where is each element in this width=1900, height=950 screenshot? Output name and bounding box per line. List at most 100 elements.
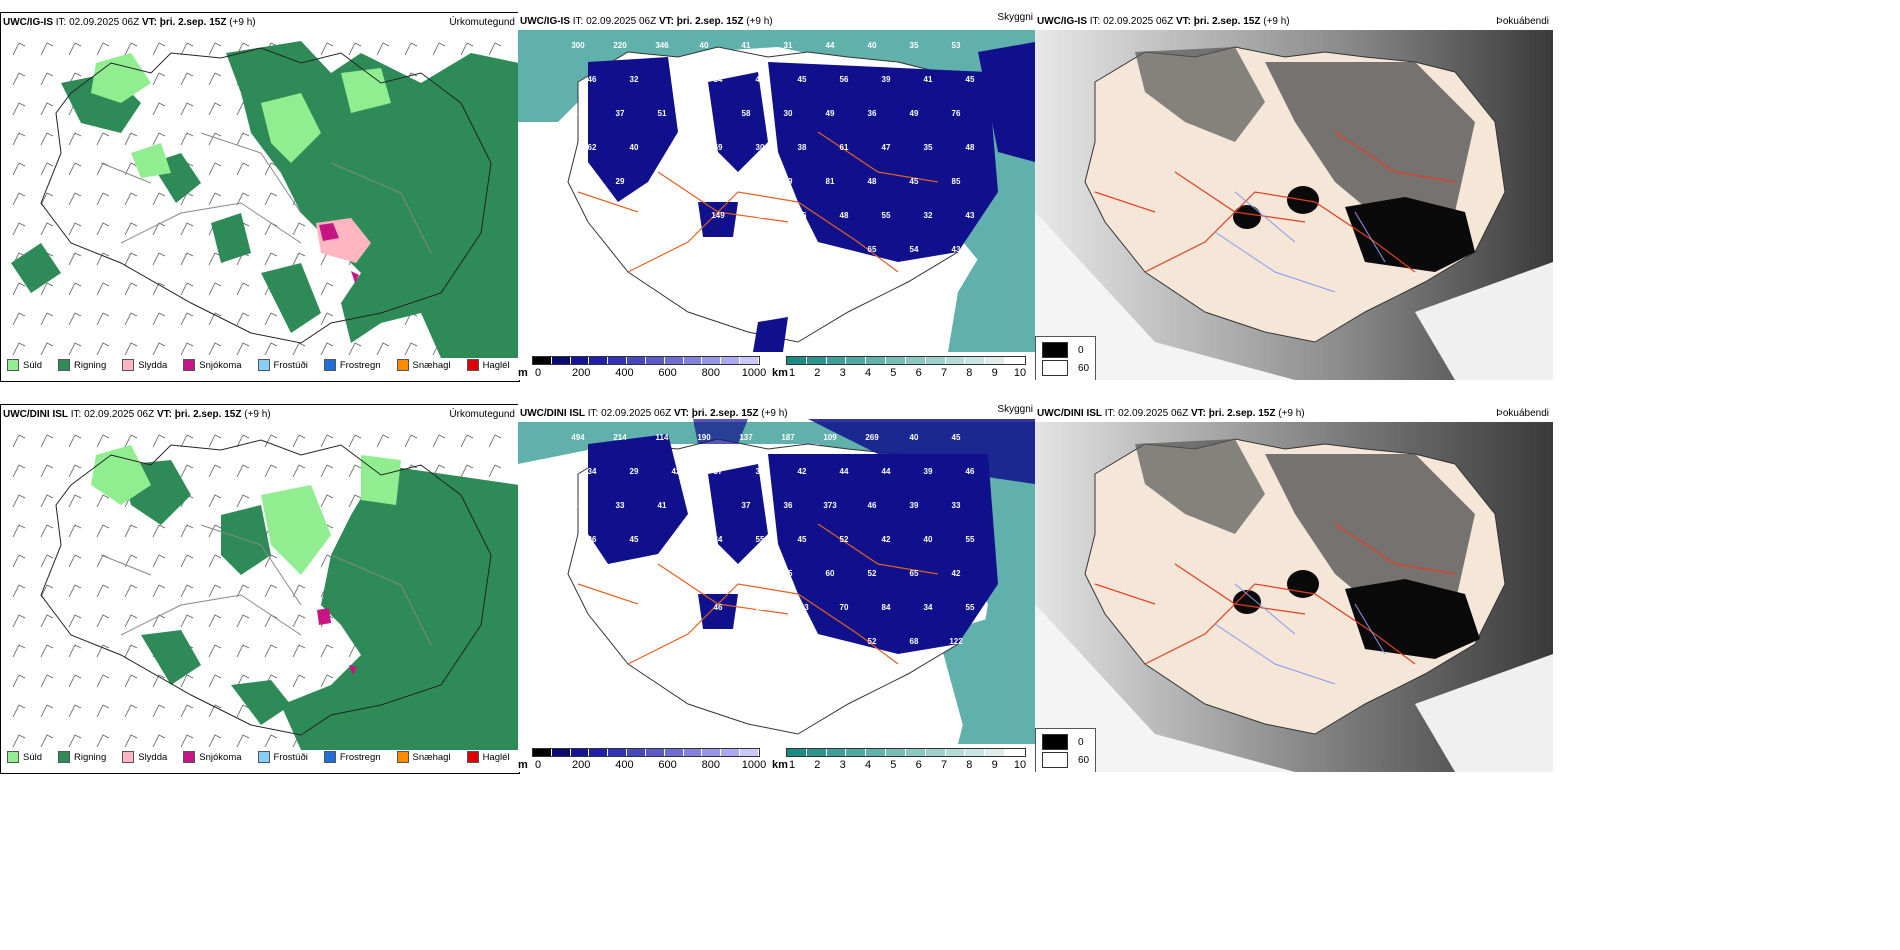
colorbar-segment	[965, 357, 986, 364]
vt-label: VT:	[156, 409, 172, 420]
cloud-base-label: 48	[966, 143, 975, 152]
colorbar-segment	[945, 749, 966, 756]
wind-barb	[320, 464, 334, 478]
cloud-base-label: 59	[784, 177, 793, 186]
wind-barb	[68, 434, 82, 448]
cloud-base-label: 37	[658, 245, 667, 254]
colorbar-tick: 200	[572, 759, 591, 771]
wind-barb	[96, 162, 110, 176]
cloud-base-label: 45	[966, 75, 975, 84]
header: UWC/DINI ISL IT: 02.09.2025 06Z VT: þri.…	[1037, 408, 1305, 419]
wind-barb	[40, 162, 54, 176]
wind-barb	[432, 434, 446, 448]
colorbar-segment	[905, 357, 926, 364]
wind-barb	[208, 162, 222, 176]
wind-barb	[180, 524, 194, 538]
cloud-base-label: 122	[949, 637, 963, 646]
cloud-base-label: 47	[658, 637, 667, 646]
wind-barb	[68, 464, 82, 478]
lead-time: (+9 h)	[1278, 408, 1305, 419]
wind-barb	[180, 282, 194, 296]
cloud-base-label: 41	[742, 41, 751, 50]
wind-barb	[124, 644, 138, 658]
cloud-base-label: 149	[711, 211, 725, 220]
colorbar-tick: 0	[534, 759, 542, 771]
wind-barb	[152, 434, 166, 448]
wind-barb	[68, 524, 82, 538]
wind-barb	[124, 192, 138, 206]
wind-barb	[68, 674, 82, 688]
legend-label: Snjókoma	[199, 359, 242, 371]
wind-barb	[264, 342, 278, 356]
cloud-labels: 300 220 346 40 41 31 44 40 35 53 46 32 43 34 46 45 56 39 4…	[571, 41, 975, 288]
roads	[1094, 131, 1456, 273]
model-name: UWC/DINI ISL	[3, 409, 68, 420]
colorbar-segment	[664, 749, 684, 756]
cloud-base-label: 44	[840, 467, 849, 476]
wind-barb	[68, 342, 82, 356]
cloud-base-label: 109	[823, 433, 837, 442]
fog-legend-label: 0	[1078, 344, 1084, 356]
legend-item: Snæhagl	[396, 751, 451, 763]
cloud-base-label: 46	[868, 501, 877, 510]
legend-label: Snæhagl	[412, 359, 451, 371]
wind-barb	[96, 734, 110, 748]
wind-barb	[12, 132, 26, 146]
colorbar-segment	[608, 749, 628, 756]
fog-legend-row: 60	[1042, 751, 1089, 769]
wind-barb	[68, 584, 82, 598]
wind-barb	[12, 102, 26, 116]
wind-barb	[264, 252, 278, 266]
fog-map-top	[1035, 30, 1553, 380]
cloud-base-label: 49	[826, 109, 835, 118]
legend-swatch	[58, 751, 71, 763]
legend-label: Frostregn	[339, 359, 381, 371]
wind-barb	[12, 554, 26, 568]
wind-barb	[40, 674, 54, 688]
wind-barb	[152, 132, 166, 146]
wind-barb	[292, 222, 306, 236]
wind-barb	[264, 434, 278, 448]
cloud-base-label: 55	[588, 603, 597, 612]
cloud-base-label: 284	[795, 279, 809, 288]
cloud-base-label: 120	[711, 671, 725, 680]
wind-barb	[152, 734, 166, 748]
legend-item: Rigning	[58, 751, 106, 763]
it-value: 02.09.2025 06Z	[84, 409, 155, 420]
colorbar-segment	[886, 749, 906, 756]
legend-label: Haglél	[482, 751, 510, 763]
header: UWC/DINI ISL IT: 02.09.2025 06Z VT: þri.…	[3, 409, 271, 420]
cloud-base-label: 277	[669, 671, 683, 680]
wind-barb	[96, 704, 110, 718]
legend-item: Snjókoma	[183, 359, 242, 371]
cloud-base-label: 40	[630, 143, 639, 152]
model-name: UWC/DINI ISL	[520, 408, 585, 419]
colorbar-tick: 10	[1013, 367, 1027, 379]
wind-barb	[180, 42, 194, 56]
colorbar-tick: 9	[991, 759, 998, 771]
colorbar-segment	[570, 357, 590, 364]
colorbar-tick: 1000	[741, 367, 767, 379]
rivers	[1214, 191, 1386, 293]
wind-barb	[96, 42, 110, 56]
legend-label: Slydda	[138, 359, 168, 371]
cloud-base-label: 43	[952, 245, 961, 254]
wind-barb	[124, 614, 138, 628]
wind-barb	[124, 674, 138, 688]
visibility-colorbar: km 1 2 3 4 5 6 7 8 9 10	[772, 748, 1034, 772]
model-name: UWC/IG-IS	[3, 17, 53, 28]
colorbar-tick: 4	[864, 367, 872, 379]
wind-barb	[124, 162, 138, 176]
cloud-base-label: 56	[672, 603, 681, 612]
fog-legend-swatch	[1042, 342, 1068, 358]
wind-barb	[40, 554, 54, 568]
wind-barb	[12, 464, 26, 478]
wind-barb	[180, 704, 194, 718]
cloud-base-label: 76	[952, 109, 961, 118]
wind-barb	[12, 434, 26, 448]
legend-item: Haglél	[466, 359, 510, 371]
colorbar-segment	[533, 357, 552, 364]
wind-barb	[460, 434, 474, 448]
wind-barb	[180, 734, 194, 748]
cloud-base-label: 26	[588, 535, 597, 544]
